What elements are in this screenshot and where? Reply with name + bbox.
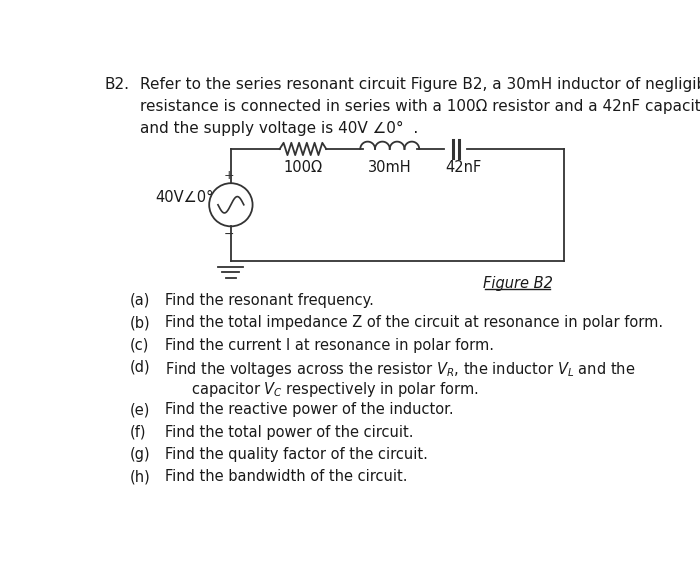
Text: (g): (g)	[130, 447, 150, 462]
Text: −: −	[223, 228, 234, 241]
Text: 40V∠0°: 40V∠0°	[155, 190, 214, 205]
Text: (f): (f)	[130, 425, 146, 440]
Text: capacitor $V_C$ respectively in polar form.: capacitor $V_C$ respectively in polar fo…	[190, 380, 479, 399]
Text: Refer to the series resonant circuit Figure B2, a 30mH inductor of negligible
re: Refer to the series resonant circuit Fig…	[140, 77, 700, 136]
Text: (a): (a)	[130, 293, 150, 308]
Text: Find the reactive power of the inductor.: Find the reactive power of the inductor.	[165, 402, 454, 417]
Text: Find the current I at resonance in polar form.: Find the current I at resonance in polar…	[165, 338, 494, 353]
Text: +: +	[223, 169, 234, 182]
Text: 100Ω: 100Ω	[284, 160, 323, 174]
Text: Find the total impedance Z of the circuit at resonance in polar form.: Find the total impedance Z of the circui…	[165, 315, 663, 330]
Text: (h): (h)	[130, 469, 151, 484]
Text: Figure B2: Figure B2	[483, 276, 552, 291]
Text: 30mH: 30mH	[368, 160, 412, 174]
Text: B2.: B2.	[104, 77, 130, 93]
Text: Find the bandwidth of the circuit.: Find the bandwidth of the circuit.	[165, 469, 407, 484]
Text: Find the quality factor of the circuit.: Find the quality factor of the circuit.	[165, 447, 428, 462]
Text: (c): (c)	[130, 338, 150, 353]
Text: Find the total power of the circuit.: Find the total power of the circuit.	[165, 425, 414, 440]
Text: Find the voltages across the resistor $V_R$, the inductor $V_L$ and the: Find the voltages across the resistor $V…	[165, 360, 636, 379]
Text: 42nF: 42nF	[445, 160, 482, 174]
Text: (e): (e)	[130, 402, 150, 417]
Text: (d): (d)	[130, 360, 150, 375]
Text: (b): (b)	[130, 315, 150, 330]
Text: Find the resonant frequency.: Find the resonant frequency.	[165, 293, 374, 308]
